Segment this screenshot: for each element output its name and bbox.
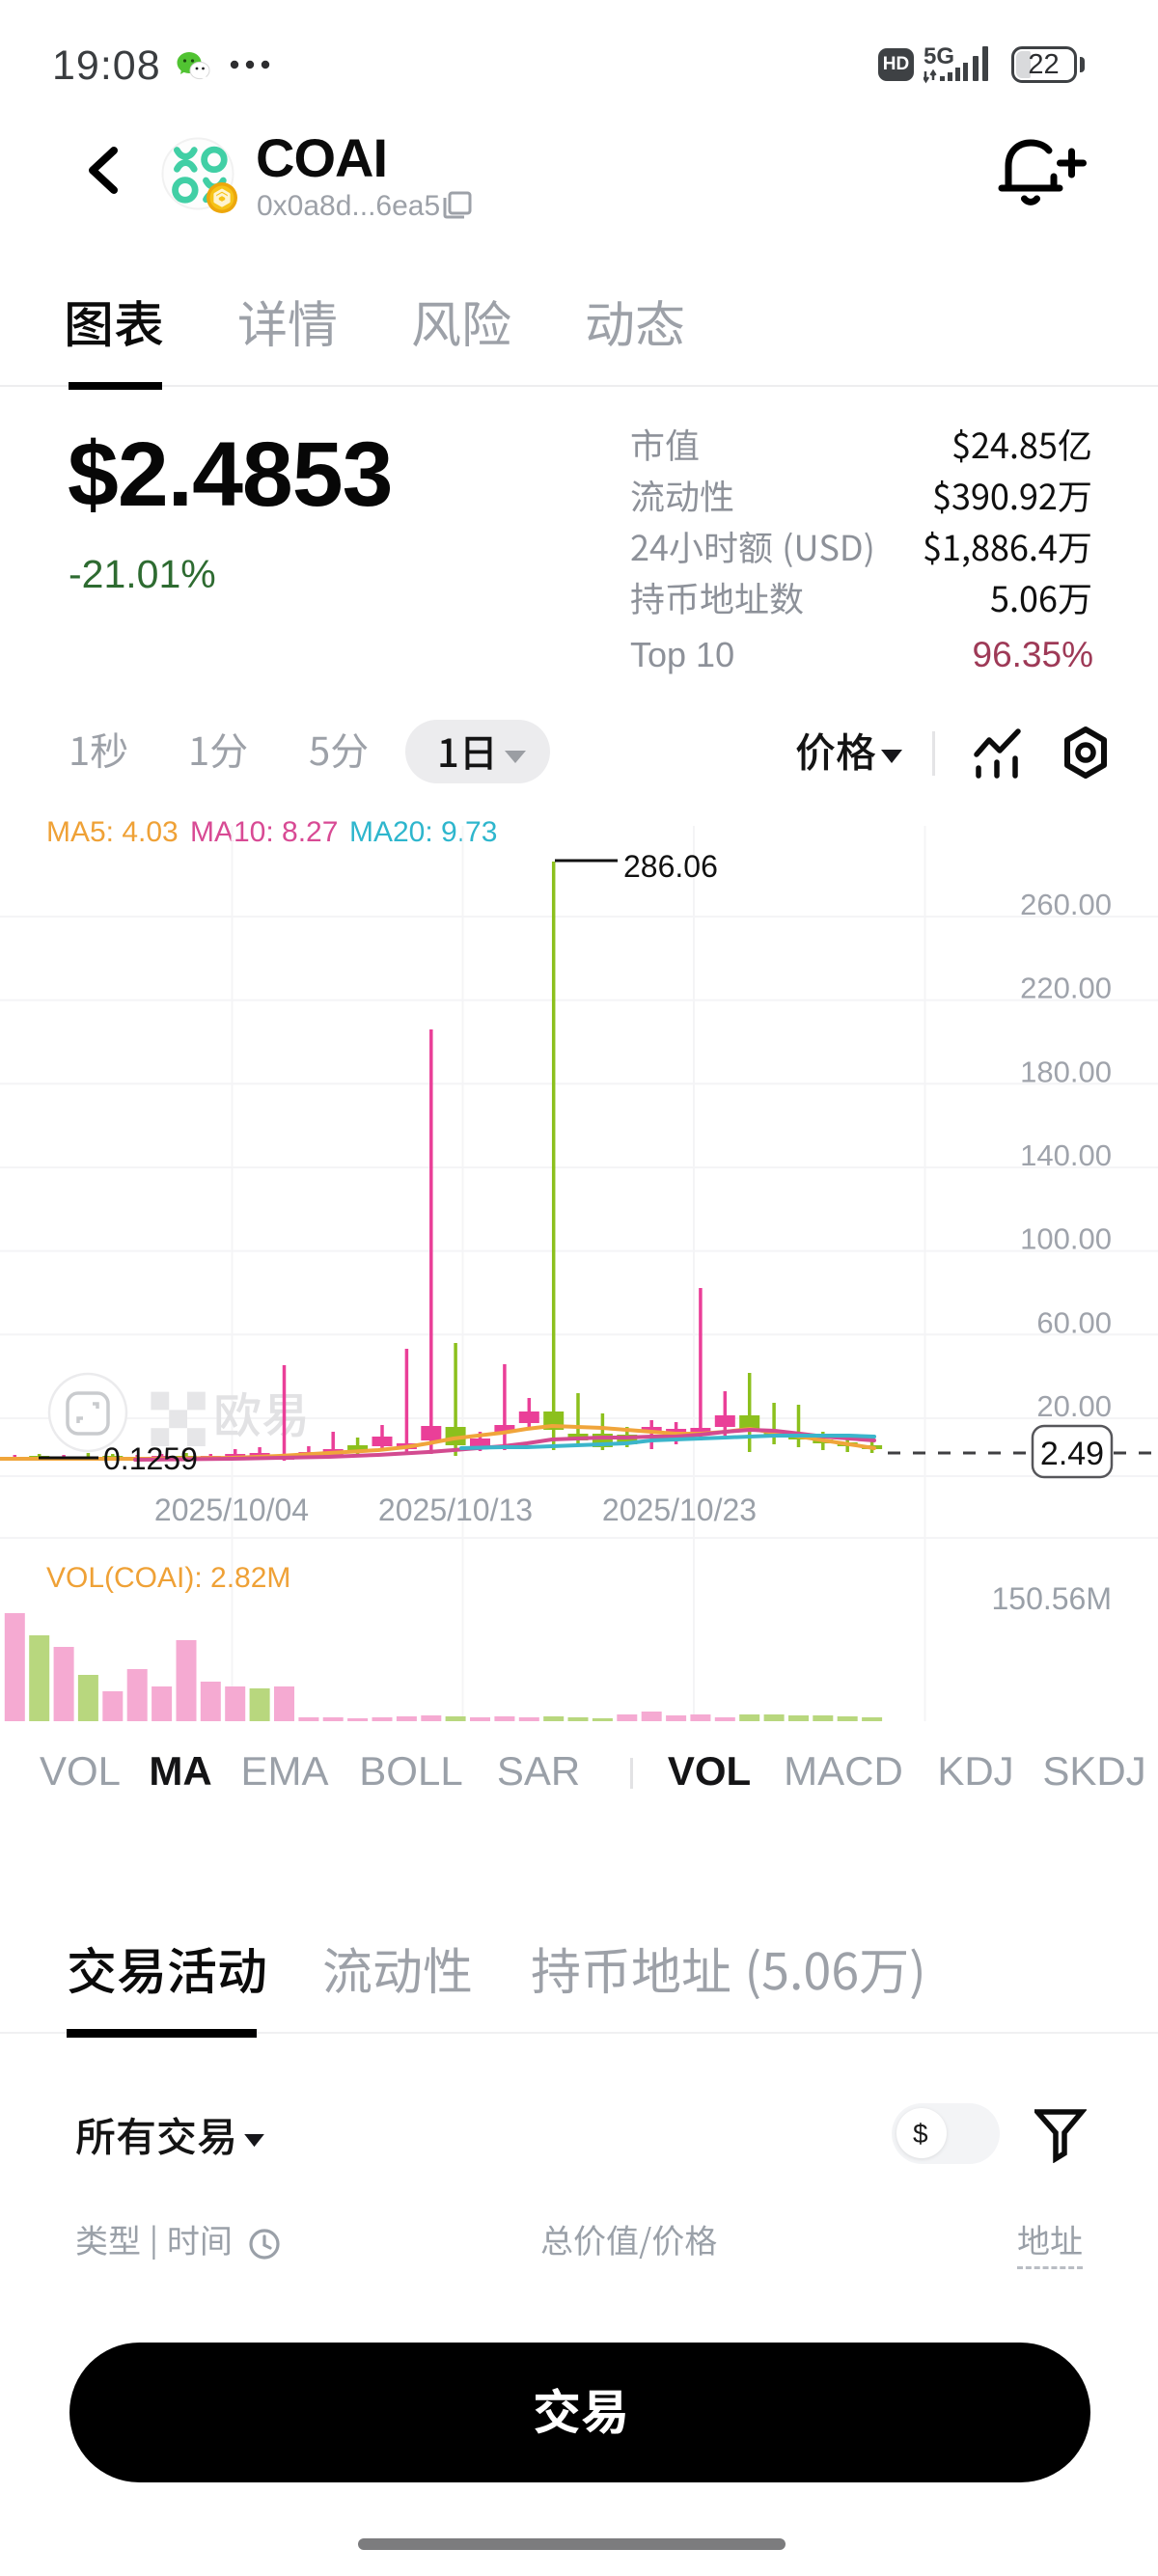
svg-text:2025/10/04: 2025/10/04 [154, 1493, 309, 1527]
svg-text:260.00: 260.00 [1020, 888, 1112, 921]
svg-text:20.00: 20.00 [1036, 1389, 1112, 1423]
svg-text:220.00: 220.00 [1020, 972, 1112, 1005]
svg-text:2025/10/23: 2025/10/23 [602, 1493, 757, 1527]
svg-text:100.00: 100.00 [1020, 1222, 1112, 1256]
svg-text:60.00: 60.00 [1036, 1305, 1112, 1339]
svg-text:180.00: 180.00 [1020, 1055, 1112, 1088]
svg-text:140.00: 140.00 [1020, 1138, 1112, 1172]
svg-text:0.1259: 0.1259 [103, 1441, 198, 1476]
svg-text:5G: 5G [924, 44, 954, 69]
svg-text:150.56M: 150.56M [991, 1581, 1112, 1616]
svg-text:286.06: 286.06 [623, 849, 718, 884]
svg-text:2025/10/13: 2025/10/13 [378, 1493, 533, 1527]
svg-text:2.49: 2.49 [1040, 1436, 1104, 1472]
